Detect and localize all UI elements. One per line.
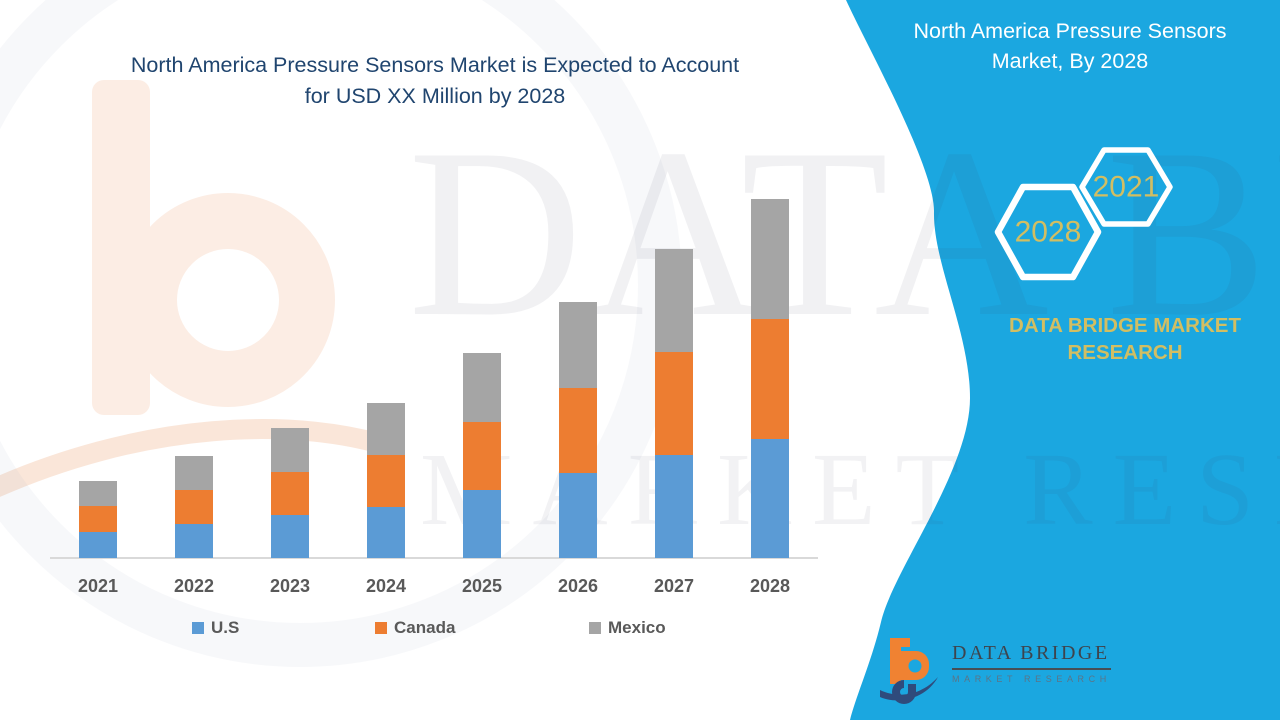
legend-item-us: U.S xyxy=(192,618,239,638)
chart-title: North America Pressure Sensors Market is… xyxy=(40,50,830,112)
x-axis-label-2024: 2024 xyxy=(365,576,407,596)
bar-segment-canada xyxy=(463,422,501,490)
bar-segment-mexico xyxy=(751,199,789,319)
chart-title-line1: North America Pressure Sensors Market is… xyxy=(130,53,740,77)
bar-2028 xyxy=(751,199,789,558)
bar-2023 xyxy=(271,428,309,558)
bar-2026 xyxy=(559,302,597,558)
bar-segment-mexico xyxy=(367,403,405,455)
bar-segment-canada xyxy=(655,352,693,455)
legend-label: Canada xyxy=(394,618,456,637)
x-axis-label-2025: 2025 xyxy=(461,576,503,596)
bar-segment-us xyxy=(751,439,789,558)
bar-segment-us xyxy=(655,455,693,558)
bar-segment-canada xyxy=(751,319,789,439)
bar-2021 xyxy=(79,481,117,558)
bar-segment-canada xyxy=(271,472,309,515)
bar-segment-us xyxy=(271,515,309,558)
bar-segment-mexico xyxy=(79,481,117,506)
x-axis-label-2022: 2022 xyxy=(173,576,215,596)
legend-swatch xyxy=(589,622,601,634)
bar-2027 xyxy=(655,249,693,558)
x-axis-label-2027: 2027 xyxy=(653,576,695,596)
bar-segment-mexico xyxy=(463,353,501,422)
bar-segment-us xyxy=(463,490,501,558)
x-axis-line xyxy=(50,557,818,559)
legend-swatch xyxy=(375,622,387,634)
bar-2025 xyxy=(463,353,501,558)
bar-segment-us xyxy=(175,524,213,558)
bar-segment-us xyxy=(367,507,405,558)
bar-segment-canada xyxy=(79,506,117,532)
bar-segment-canada xyxy=(367,455,405,507)
bar-segment-mexico xyxy=(655,249,693,352)
legend-label: Mexico xyxy=(608,618,666,637)
bar-segment-canada xyxy=(175,490,213,524)
bar-segment-us xyxy=(559,473,597,558)
bar-segment-mexico xyxy=(175,456,213,490)
bar-segment-mexico xyxy=(559,302,597,388)
x-axis-label-2026: 2026 xyxy=(557,576,599,596)
chart-title-line2: for USD XX Million by 2028 xyxy=(304,84,566,108)
bar-segment-canada xyxy=(559,388,597,473)
bar-2024 xyxy=(367,403,405,558)
bar-2022 xyxy=(175,456,213,558)
legend-item-canada: Canada xyxy=(375,618,455,638)
x-axis-label-2021: 2021 xyxy=(77,576,119,596)
x-axis-label-2028: 2028 xyxy=(749,576,791,596)
legend-item-mexico: Mexico xyxy=(589,618,666,638)
bar-segment-us xyxy=(79,532,117,558)
legend-label: U.S xyxy=(211,618,240,637)
bar-segment-mexico xyxy=(271,428,309,472)
x-axis-label-2023: 2023 xyxy=(269,576,311,596)
legend-swatch xyxy=(192,622,204,634)
